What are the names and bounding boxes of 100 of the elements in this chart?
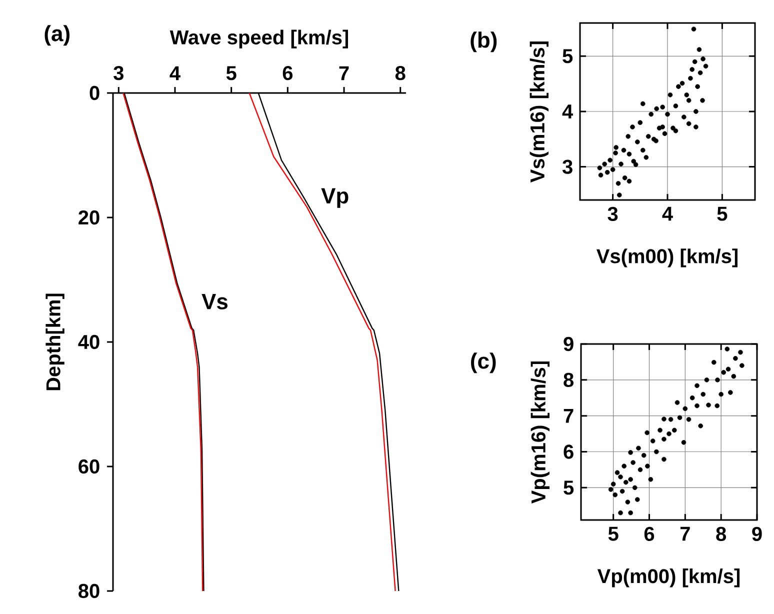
point xyxy=(738,350,743,355)
y-tick-label: 5 xyxy=(562,49,573,64)
point xyxy=(645,464,650,469)
point xyxy=(662,131,668,136)
annotation: Vp xyxy=(321,188,348,208)
point xyxy=(686,121,692,126)
point xyxy=(654,106,659,112)
point xyxy=(676,84,681,90)
point xyxy=(677,415,682,420)
x-axis-title: Vp(m00) [km/s] xyxy=(597,568,740,588)
x-tick-label: 5 xyxy=(717,206,728,221)
x-tick-label: 5 xyxy=(226,66,236,80)
y-tick-label: 6 xyxy=(564,444,574,459)
point xyxy=(724,346,730,352)
point xyxy=(631,158,636,164)
y-tick-label: 0 xyxy=(90,86,100,100)
point xyxy=(644,155,649,160)
text: (c) xyxy=(471,352,496,374)
x-tick-label: 7 xyxy=(680,526,690,541)
y-tick-label: 60 xyxy=(78,459,100,474)
point xyxy=(712,360,716,365)
x-tick-label: 3 xyxy=(114,66,124,80)
y-tick-label: 9 xyxy=(564,336,574,352)
point xyxy=(700,56,706,62)
point xyxy=(692,59,698,64)
point xyxy=(636,446,641,451)
point xyxy=(696,47,702,52)
x-axis-title: Vs(m00) [km/s] xyxy=(596,248,738,268)
y-axis-title: Vp(m16) [km/s] xyxy=(530,361,550,504)
x-tick-label: 9 xyxy=(752,526,762,542)
x-tick-label: 6 xyxy=(644,526,654,542)
point xyxy=(681,440,686,445)
point xyxy=(688,76,693,81)
point xyxy=(640,101,646,106)
point xyxy=(648,112,654,117)
point xyxy=(608,158,612,163)
point xyxy=(660,104,665,110)
point xyxy=(662,416,666,422)
y-tick-label: 3 xyxy=(562,160,572,174)
text: (a) xyxy=(44,25,70,46)
point xyxy=(633,162,638,167)
point xyxy=(690,395,695,400)
point xyxy=(622,464,627,469)
x-tick-label: 4 xyxy=(662,206,673,221)
point xyxy=(644,430,650,436)
point xyxy=(694,124,698,130)
y-tick-label: 7 xyxy=(564,408,574,423)
x-tick-label: 4 xyxy=(170,66,180,80)
y-tick-label: 40 xyxy=(78,334,100,350)
point xyxy=(668,417,674,422)
y-axis-title: Vs(m16) [km/s] xyxy=(530,42,548,182)
point xyxy=(624,480,628,485)
point xyxy=(684,92,690,98)
point xyxy=(714,403,720,408)
point xyxy=(597,166,602,170)
point xyxy=(626,152,632,156)
text: (b) xyxy=(470,32,497,52)
point xyxy=(632,485,638,490)
point xyxy=(686,417,692,422)
x-tick-label: 6 xyxy=(282,66,293,80)
point xyxy=(662,436,666,442)
point xyxy=(628,477,633,482)
x-tick-label: 7 xyxy=(339,66,349,80)
point xyxy=(620,488,625,494)
point xyxy=(621,148,626,153)
point xyxy=(658,428,662,433)
point xyxy=(598,172,604,178)
point xyxy=(740,363,744,368)
x-tick-label: 8 xyxy=(395,66,406,80)
point xyxy=(731,374,736,379)
point xyxy=(608,487,614,492)
x-tick-label: 8 xyxy=(716,526,726,542)
point xyxy=(641,452,646,458)
point xyxy=(706,402,711,408)
point xyxy=(634,497,640,502)
point xyxy=(670,126,676,130)
point xyxy=(680,80,685,86)
point xyxy=(698,423,704,428)
point xyxy=(618,474,623,480)
point xyxy=(630,124,635,130)
point xyxy=(612,492,618,498)
x-axis-title: Wave speed [km/s] xyxy=(170,30,348,48)
point xyxy=(630,460,636,465)
point xyxy=(646,134,651,139)
point xyxy=(604,170,610,175)
point xyxy=(672,428,677,433)
point xyxy=(618,510,623,516)
point xyxy=(654,138,658,144)
y-tick-label: 8 xyxy=(564,372,574,387)
point xyxy=(686,98,692,103)
point xyxy=(682,406,688,412)
y-tick-label: 5 xyxy=(564,480,574,495)
point xyxy=(614,470,620,475)
x-tick-label: 5 xyxy=(608,526,618,541)
y-axis-title: Depth[km] xyxy=(46,294,64,390)
point xyxy=(682,114,686,120)
point xyxy=(628,450,633,455)
y-tick-label: 20 xyxy=(78,210,100,225)
point xyxy=(694,109,698,114)
point xyxy=(635,140,640,144)
